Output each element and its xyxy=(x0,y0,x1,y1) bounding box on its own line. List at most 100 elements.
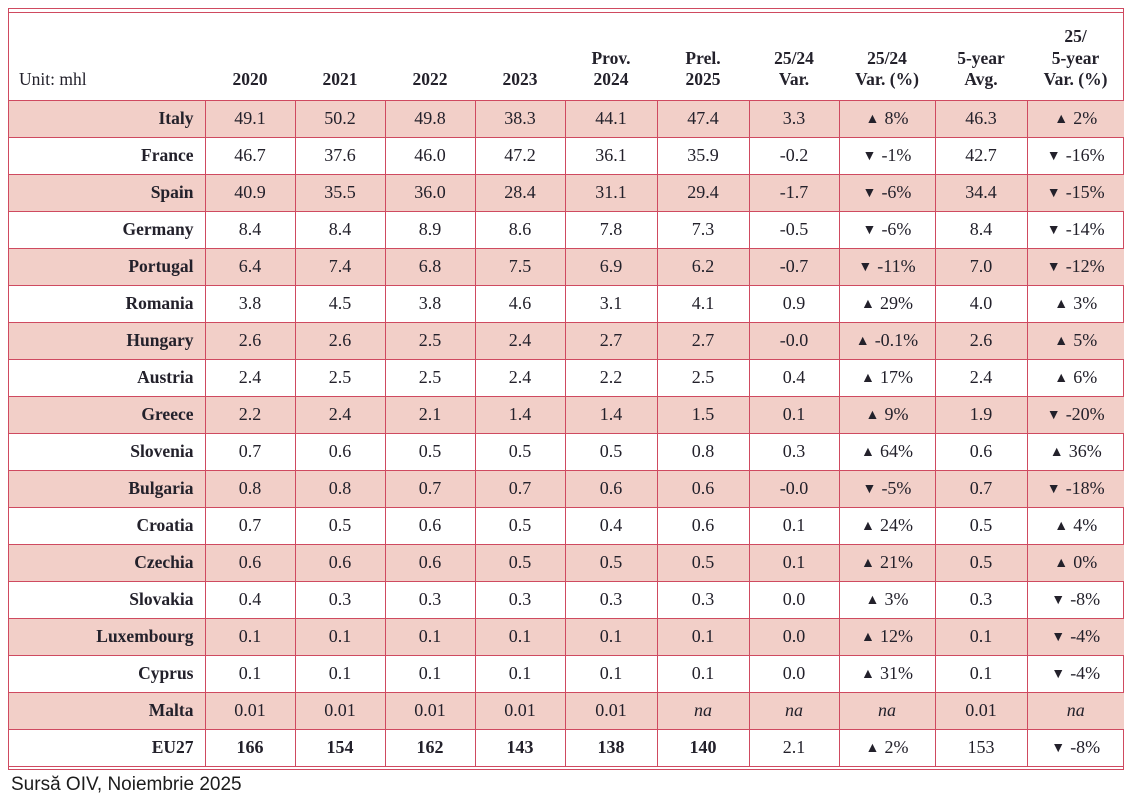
table-row-czechia: Czechia 0.6 0.6 0.6 0.5 0.5 0.5 0.1 ▲ 21% 0.5 ▲ 0% xyxy=(9,543,1124,582)
down-triangle-icon: ▼ xyxy=(1051,740,1066,756)
value-cell: 6.9 xyxy=(564,247,658,286)
country-cell: Austria xyxy=(9,358,206,397)
down-triangle-icon: ▼ xyxy=(1046,222,1061,238)
value-cell: -0.2 xyxy=(748,136,840,175)
value-cell: 0.7 xyxy=(204,506,296,545)
value-cell: 3.8 xyxy=(204,284,296,323)
value-cell: 0.1 xyxy=(384,654,476,693)
country-cell: Romania xyxy=(9,284,206,323)
country-cell: Slovenia xyxy=(9,432,206,471)
value-cell: ▼ -6% xyxy=(838,210,936,249)
up-triangle-icon: ▲ xyxy=(861,296,875,312)
value-cell: 2.1 xyxy=(748,728,840,767)
value-cell: 0.5 xyxy=(934,506,1028,545)
value-cell: ▼ -8% xyxy=(1026,728,1124,767)
value-cell: ▲ 29% xyxy=(838,284,936,323)
value-cell: ▲ 24% xyxy=(838,506,936,545)
country-cell: Greece xyxy=(9,395,206,434)
value-cell: 0.6 xyxy=(564,469,658,508)
value-cell: ▼ -8% xyxy=(1026,580,1124,619)
value-cell: ▼ -15% xyxy=(1026,173,1124,212)
value-cell: 37.6 xyxy=(294,136,386,175)
column-header-4: 2023 xyxy=(475,11,565,101)
value-cell: ▲ 3% xyxy=(1026,284,1124,323)
up-triangle-icon: ▲ xyxy=(865,740,880,756)
value-cell: 8.4 xyxy=(934,210,1028,249)
value-cell: 0.8 xyxy=(656,432,750,471)
value-cell: ▼ -20% xyxy=(1026,395,1124,434)
column-header-1: 2020 xyxy=(205,11,295,101)
value-cell: 2.7 xyxy=(564,321,658,360)
value-cell: ▲ -0.1% xyxy=(838,321,936,360)
country-cell: EU27 xyxy=(9,728,206,767)
value-cell: 0.5 xyxy=(474,506,566,545)
value-cell: ▼ -12% xyxy=(1026,247,1124,286)
value-cell: 0.6 xyxy=(384,543,476,582)
value-cell: 0.01 xyxy=(204,691,296,730)
value-cell: ▲ 5% xyxy=(1026,321,1124,360)
value-cell: 0.3 xyxy=(564,580,658,619)
value-cell: ▼ -6% xyxy=(838,173,936,212)
value-cell: 2.4 xyxy=(934,358,1028,397)
column-header-6: Prel. 2025 xyxy=(657,11,749,101)
country-cell: Italy xyxy=(9,99,206,138)
column-header-2: 2021 xyxy=(295,11,385,101)
value-cell: 3.3 xyxy=(748,99,840,138)
value-cell: 7.3 xyxy=(656,210,750,249)
column-header-10: 25/ 5-year Var. (%) xyxy=(1027,11,1124,101)
value-cell: 0.0 xyxy=(748,617,840,656)
value-cell: 4.6 xyxy=(474,284,566,323)
column-header-7: 25/24 Var. xyxy=(749,11,839,101)
value-cell: 36.1 xyxy=(564,136,658,175)
value-cell: 0.3 xyxy=(934,580,1028,619)
value-cell: 0.1 xyxy=(934,654,1028,693)
column-header-3: 2022 xyxy=(385,11,475,101)
down-triangle-icon: ▼ xyxy=(1046,481,1061,497)
unit-label: Unit: mhl xyxy=(9,11,205,101)
value-cell: 0.5 xyxy=(384,432,476,471)
value-cell: 140 xyxy=(656,728,750,767)
value-cell: 0.6 xyxy=(294,432,386,471)
value-cell: na xyxy=(838,691,936,730)
value-cell: 0.1 xyxy=(294,617,386,656)
value-cell: 29.4 xyxy=(656,173,750,212)
value-cell: 153 xyxy=(934,728,1028,767)
table-row-malta: Malta 0.01 0.01 0.01 0.01 0.01 na na na 0.01 na xyxy=(9,691,1124,730)
value-cell: 0.01 xyxy=(564,691,658,730)
down-triangle-icon: ▼ xyxy=(1046,148,1061,164)
value-cell: 0.1 xyxy=(474,617,566,656)
value-cell: 35.5 xyxy=(294,173,386,212)
value-cell: na xyxy=(748,691,840,730)
down-triangle-icon: ▼ xyxy=(858,259,873,275)
table-row-austria: Austria 2.4 2.5 2.5 2.4 2.2 2.5 0.4 ▲ 17% 2.4 ▲ 6% xyxy=(9,358,1124,397)
value-cell: 2.4 xyxy=(204,358,296,397)
value-cell: 0.6 xyxy=(934,432,1028,471)
value-cell: 1.9 xyxy=(934,395,1028,434)
value-cell: 46.0 xyxy=(384,136,476,175)
table-row-portugal: Portugal 6.4 7.4 6.8 7.5 6.9 6.2 -0.7 ▼ -11% 7.0 ▼ -… xyxy=(9,247,1124,286)
up-triangle-icon: ▲ xyxy=(865,592,880,608)
value-cell: 0.3 xyxy=(748,432,840,471)
up-triangle-icon: ▲ xyxy=(1054,111,1069,127)
value-cell: 50.2 xyxy=(294,99,386,138)
header-row: Unit: mhl 2020 2021 2022 2023 Prov. 2024 Prel.… xyxy=(9,11,1124,101)
value-cell: 0.1 xyxy=(656,654,750,693)
value-cell: ▲ 36% xyxy=(1026,432,1124,471)
value-cell: 46.7 xyxy=(204,136,296,175)
table-row-greece: Greece 2.2 2.4 2.1 1.4 1.4 1.5 0.1 ▲ 9% 1.9 ▼ -20% xyxy=(9,395,1124,434)
value-cell: 0.7 xyxy=(384,469,476,508)
country-cell: Cyprus xyxy=(9,654,206,693)
value-cell: 0.4 xyxy=(564,506,658,545)
value-cell: 0.4 xyxy=(748,358,840,397)
value-cell: 0.6 xyxy=(204,543,296,582)
value-cell: ▲ 2% xyxy=(1026,99,1124,138)
country-cell: Germany xyxy=(9,210,206,249)
down-triangle-icon: ▼ xyxy=(1051,592,1066,608)
value-cell: na xyxy=(1026,691,1124,730)
value-cell: ▲ 9% xyxy=(838,395,936,434)
value-cell: 0.8 xyxy=(294,469,386,508)
value-cell: 2.4 xyxy=(474,321,566,360)
value-cell: 0.1 xyxy=(204,654,296,693)
value-cell: 0.9 xyxy=(748,284,840,323)
value-cell: ▲ 4% xyxy=(1026,506,1124,545)
